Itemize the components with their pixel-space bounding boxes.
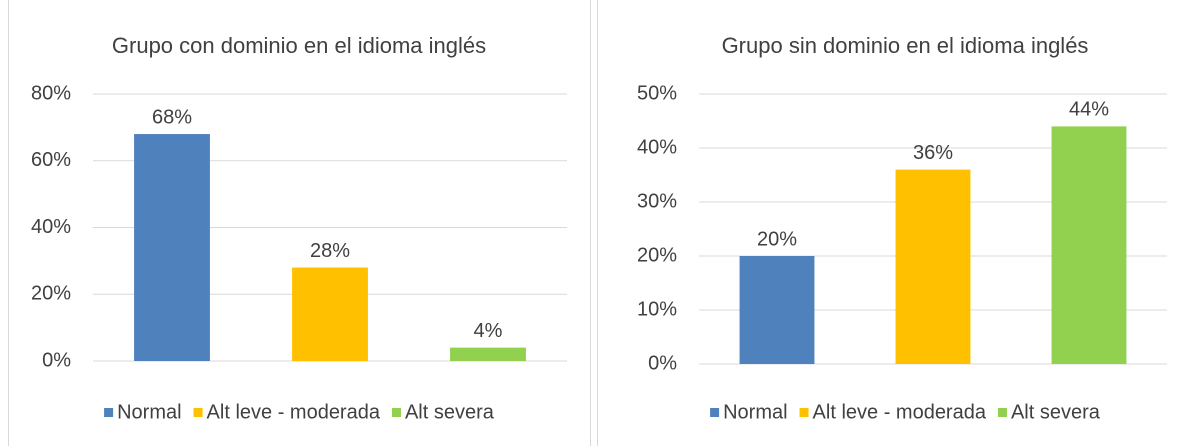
y-tick-label: 40% — [637, 136, 677, 158]
legend-swatch — [104, 408, 114, 417]
y-tick-label: 40% — [31, 216, 71, 238]
legend-swatch — [193, 408, 203, 417]
legend-swatch — [997, 408, 1007, 417]
data-label: 36% — [913, 142, 953, 164]
legend-swatch — [799, 408, 809, 417]
legend-label: Alt leve - moderada — [813, 401, 987, 423]
data-label: 68% — [152, 106, 192, 128]
bar — [895, 169, 971, 364]
y-tick-label: 60% — [31, 149, 71, 171]
y-tick-label: 30% — [637, 190, 677, 212]
y-tick-label: 50% — [637, 82, 677, 104]
bar — [739, 256, 815, 364]
chart-title: Grupo sin dominio en el idioma inglés — [722, 33, 1089, 58]
y-tick-label: 10% — [637, 298, 677, 320]
y-tick-label: 0% — [42, 349, 71, 371]
legend-label: Normal — [117, 401, 181, 423]
bar — [292, 267, 368, 361]
legend-swatch — [391, 408, 401, 417]
bar — [1051, 126, 1127, 365]
y-tick-label: 80% — [31, 82, 71, 104]
data-label: 44% — [1069, 99, 1109, 121]
legend-swatch — [710, 408, 720, 417]
y-tick-label: 20% — [637, 244, 677, 266]
bar — [450, 347, 526, 361]
data-label: 20% — [757, 228, 797, 250]
legend-label: Normal — [723, 401, 787, 423]
data-label: 28% — [310, 240, 350, 262]
legend-label: Alt severa — [405, 401, 495, 423]
legend-label: Alt leve - moderada — [207, 401, 381, 423]
data-label: 4% — [474, 320, 503, 342]
legend-label: Alt severa — [1011, 401, 1101, 423]
y-tick-label: 0% — [648, 352, 677, 374]
chart-title: Grupo con dominio en el idioma inglés — [112, 33, 486, 58]
y-tick-label: 20% — [31, 283, 71, 305]
bar — [134, 134, 210, 361]
